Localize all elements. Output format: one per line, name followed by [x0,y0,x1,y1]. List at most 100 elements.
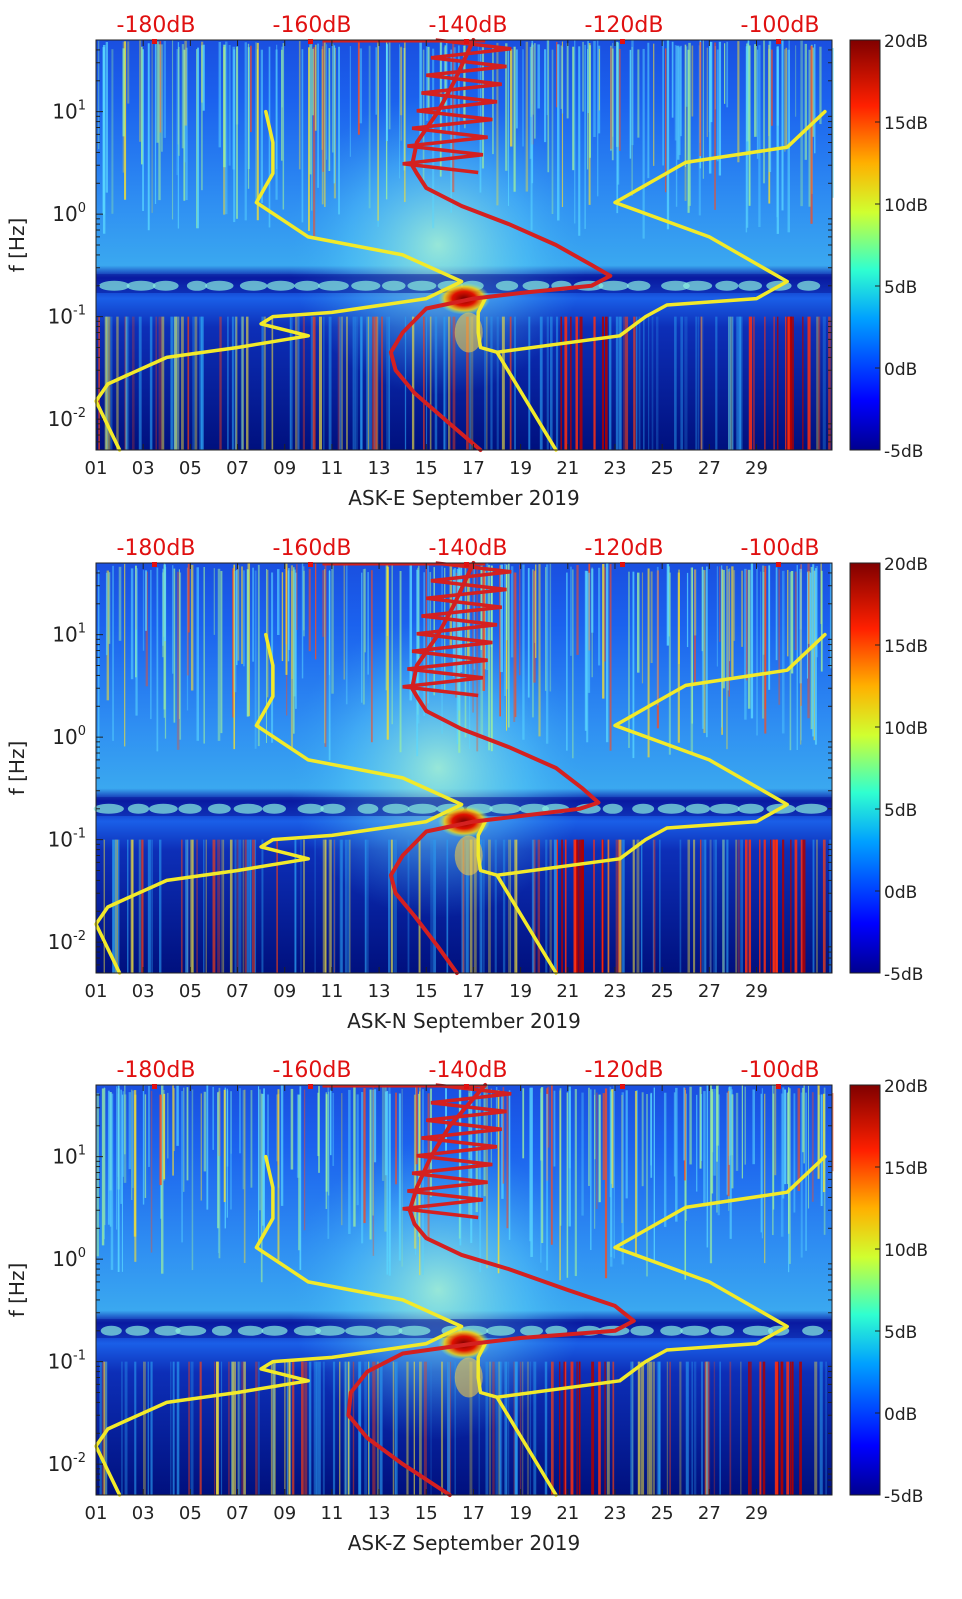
microseism-blob [293,1325,321,1336]
colorbar-label: -5dB [884,1487,923,1507]
colorbar-label: 20dB [884,555,928,575]
microseism-blob [262,803,287,814]
microseism-blob [317,280,349,291]
microseism-blob [152,280,179,291]
x-tick-label: 23 [604,981,627,1002]
x-tick-label: 01 [85,458,108,479]
y-tick-label: 101 [52,1144,86,1169]
spectrogram-glow [288,618,589,918]
x-tick-label: 13 [368,981,391,1002]
y-tick-label: 101 [52,99,86,124]
x-tick-label: 05 [179,981,202,1002]
microseism-blob [351,280,381,291]
colorbar-label: 5dB [884,278,917,298]
x-tick-label: 19 [509,1503,532,1524]
microseism-blob [398,1325,431,1336]
microseism-blob [381,280,406,291]
microseism-blob [630,1325,654,1336]
yellow-model-right-line [476,296,558,452]
microseism-blob [186,280,208,291]
x-tick-label: 11 [320,458,343,479]
x-tick-label: 09 [273,1503,296,1524]
microseism-blob [178,803,202,814]
yellow-model-far-right-line [495,632,827,877]
colorbar-label: -5dB [884,965,923,985]
spectrogram-stripes [96,1085,834,1283]
x-tick-label: 19 [509,458,532,479]
top-db-tick [464,1084,469,1089]
x-tick-label: 21 [556,458,579,479]
microseism-blob [486,1325,516,1336]
x-tick-label: 13 [368,458,391,479]
x-tick-label: 15 [415,1503,438,1524]
y-tick-label: 100 [52,724,86,749]
microseism-blob [294,280,320,291]
top-db-tick [776,562,781,567]
top-db-tick [620,39,625,44]
top-db-tick [776,39,781,44]
microseism-blob [175,1325,207,1336]
top-db-label: -160dB [273,13,352,38]
colorbar-label: 5dB [884,801,917,821]
microseism-blob [683,280,713,291]
top-db-label: -100dB [741,1058,820,1083]
top-db-tick [152,39,157,44]
x-axis-label: ASK-N September 2019 [347,1009,581,1033]
colorbar-label: 10dB [884,196,928,216]
microseism-blob [407,280,437,291]
top-db-tick [464,39,469,44]
yellow-model-left-line [94,109,464,452]
microseism-blob [680,1325,710,1336]
microseism-blob [797,280,821,291]
low-frequency-stripes [98,316,831,450]
colorbar-label: 20dB [884,32,928,52]
microseism-blob [100,1325,122,1336]
microseism-blob [519,803,550,814]
x-tick-label: 09 [273,458,296,479]
top-db-label: -160dB [273,1058,352,1083]
microseism-blob [738,280,763,291]
microseism-blob [205,280,234,291]
red-spectrum-zigzag [402,561,512,698]
x-tick-label: 09 [273,981,296,1002]
low-frequency-stripes [99,1361,827,1495]
x-tick-label: 23 [604,1503,627,1524]
colorbar-label: 15dB [884,114,928,134]
microseism-blob [126,280,156,291]
y-tick-label: 10-2 [48,1451,86,1476]
top-db-label: -180dB [117,536,196,561]
x-tick-label: 07 [226,981,249,1002]
top-db-label: -100dB [741,536,820,561]
spectrogram-panel: 01 03 05 07 09 11 13 15 17 19 21 23 25 27 29 101 100 10-1… [5,1058,928,1555]
red-spectrum-line [388,561,601,975]
storm-secondary-spot [454,835,483,876]
x-tick-label: 15 [415,458,438,479]
y-tick-label: 101 [52,622,86,647]
y-tick-label: 10-1 [48,304,86,329]
y-axis-label: f [Hz] [5,218,29,273]
microseism-blob [602,803,623,814]
colorbar [849,1084,881,1496]
top-db-label: -180dB [117,1058,196,1083]
microseism-blob [207,803,231,814]
x-tick-label: 15 [415,981,438,1002]
x-axis-label: ASK-Z September 2019 [348,1531,580,1555]
x-tick-label: 25 [651,458,674,479]
microseism-blob [737,803,764,814]
microseism-blob [357,803,379,814]
colorbar [849,39,881,451]
microseism-blob [660,1325,683,1336]
x-tick-label: 05 [179,1503,202,1524]
microseism-blob [261,1325,288,1336]
microseism-blob [661,280,690,291]
microseism-blob [93,803,124,814]
x-tick-label: 29 [745,1503,768,1524]
microseism-blob [710,1325,735,1336]
top-db-tick [464,562,469,567]
low-frequency-stripes [103,839,831,973]
microseism-blob [148,803,178,814]
microseism-blob [376,1325,403,1336]
microseism-blob [657,803,686,814]
microseism-blob [315,1325,346,1336]
microseism-blob [626,280,651,291]
